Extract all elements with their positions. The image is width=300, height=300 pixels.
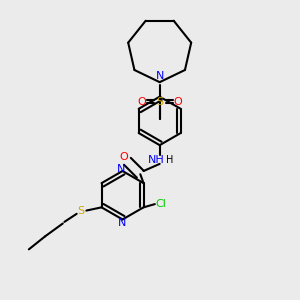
Text: N: N — [118, 218, 127, 228]
Text: H: H — [166, 155, 173, 165]
Text: Cl: Cl — [156, 199, 167, 209]
Text: S: S — [77, 206, 84, 216]
Text: O: O — [173, 97, 182, 106]
Text: N: N — [117, 164, 125, 174]
Text: O: O — [119, 152, 128, 162]
Text: NH: NH — [148, 155, 165, 165]
Text: N: N — [155, 71, 164, 81]
Text: S: S — [156, 97, 163, 106]
Text: O: O — [137, 97, 146, 106]
